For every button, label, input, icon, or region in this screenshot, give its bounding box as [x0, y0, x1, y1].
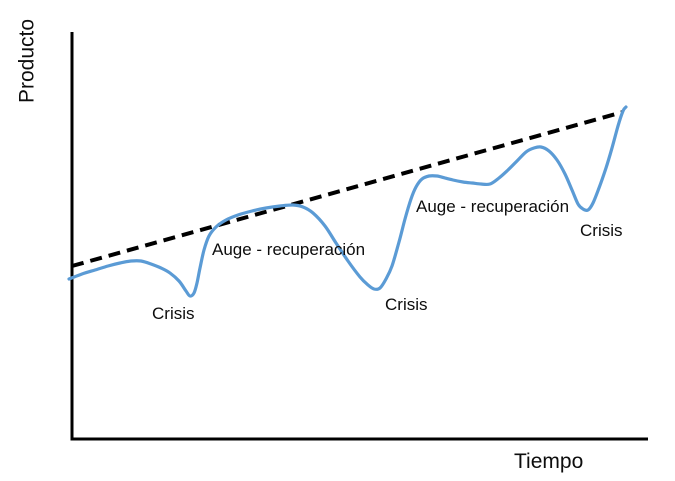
- annotation-crisis-3: Crisis: [580, 221, 623, 240]
- cycle-curve: [67, 105, 628, 298]
- annotation-crisis-2: Crisis: [385, 295, 428, 314]
- annotation-crisis-1: Crisis: [152, 304, 195, 323]
- annotation-auge-recuperacion-1: Auge - recuperación: [212, 240, 366, 259]
- annotation-auge-recuperacion-2: Auge - recuperación: [416, 197, 570, 216]
- y-axis-label: Producto: [15, 18, 39, 104]
- trend-line: [71, 110, 624, 268]
- x-axis-label: Tiempo: [514, 450, 584, 473]
